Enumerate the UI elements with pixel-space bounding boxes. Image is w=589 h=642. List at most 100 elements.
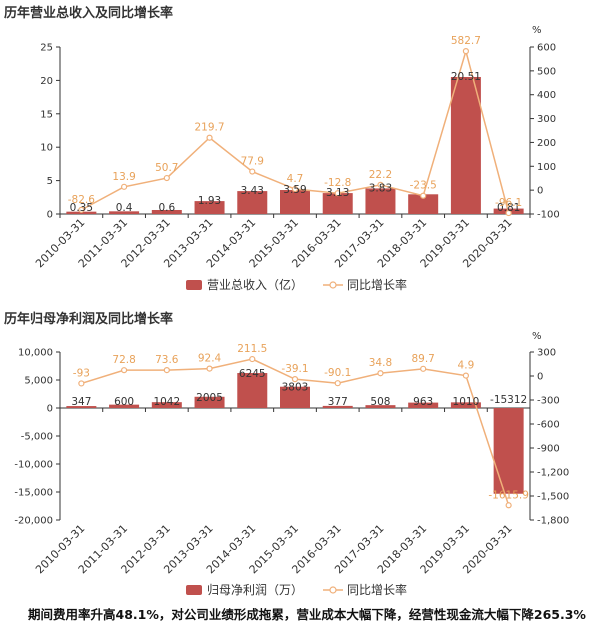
- chart2-left-tick-label: 5,000: [24, 376, 53, 387]
- chart2-growth-value-label: -90.1: [324, 367, 351, 379]
- chart1-growth-point: [334, 190, 341, 197]
- chart2-bar: [66, 406, 97, 408]
- chart1-left-tick-label: 5: [47, 176, 53, 187]
- chart2-growth-value-label: -93: [73, 367, 90, 379]
- chart2-growth-value-label: 34.8: [369, 357, 392, 369]
- chart2-right-tick-label: 300: [537, 348, 556, 359]
- chart1-bar-value-label: 0.4: [116, 202, 133, 214]
- chart1-bar: [151, 209, 182, 214]
- chart2-bar: [280, 386, 310, 408]
- chart2-bar-value-label: 508: [370, 396, 390, 408]
- chart1-bar-value-label: 3.13: [326, 187, 349, 199]
- chart2-growth-value-label: -1615.9: [488, 489, 529, 501]
- chart1-bar-value-label: 3.59: [283, 184, 306, 196]
- chart1-growth-point: [249, 168, 256, 175]
- chart1-left-tick-label: 10: [40, 143, 53, 154]
- chart2-bar-value-label: 600: [114, 396, 134, 408]
- chart1-right-tick-label: 0: [537, 186, 543, 197]
- chart2-right-tick-label: -1,200: [537, 468, 569, 479]
- chart1-bar: [109, 211, 140, 214]
- chart2-growth-point: [505, 502, 512, 509]
- chart1-bar-value-label: 0.35: [70, 202, 93, 214]
- chart1-bar: [322, 193, 353, 214]
- chart2-legend-line-marker: [329, 586, 337, 594]
- chart2-bar-value-label: 6245: [239, 368, 266, 380]
- chart1-bar: [450, 76, 481, 215]
- chart2-bar-value-label: -15312: [490, 394, 527, 406]
- chart2-bar: [450, 402, 481, 408]
- chart1-growth-value-label: 22.2: [369, 169, 392, 181]
- chart1-legend-bar-swatch: [186, 280, 202, 290]
- chart1-growth-point: [377, 181, 384, 188]
- chart1-growth-value-label: 582.7: [451, 35, 481, 47]
- chart1-title: 历年营业总收入及同比增长率: [4, 5, 173, 21]
- chart2-growth-value-label: 72.8: [112, 354, 135, 366]
- chart2-legend-bar-label: 归母净利润（万）: [207, 583, 303, 597]
- chart1-growth-value-label: 4.7: [287, 173, 304, 185]
- chart2-growth-point: [462, 372, 470, 379]
- chart1-growth-point: [420, 192, 427, 199]
- chart2-bar: [151, 402, 182, 408]
- chart2-bar-value-label: 2005: [196, 392, 223, 404]
- chart2-right-tick-label: -600: [537, 420, 560, 431]
- chart2-left-tick-label: -20,000: [14, 516, 53, 527]
- chart2-bar: [408, 402, 439, 408]
- chart2-bar-value-label: 3803: [282, 382, 309, 394]
- chart2-left-tick-label: -15,000: [14, 488, 53, 499]
- chart2-bar: [493, 408, 524, 494]
- chart1-bar-value-label: 20.51: [451, 71, 481, 83]
- chart2-growth-point: [377, 370, 384, 377]
- chart2-right-tick-label: -1,500: [537, 492, 569, 503]
- chart1-growth-value-label: -96.1: [495, 197, 522, 209]
- chart2-growth-point: [163, 367, 170, 374]
- chart1-growth-point: [291, 185, 299, 193]
- chart2-growth-value-label: 211.5: [237, 343, 267, 355]
- chart2-left-tick-label: -5,000: [21, 432, 53, 443]
- chart1-bar-value-label: 0.81: [497, 202, 520, 214]
- chart1-left-tick-label: 15: [40, 109, 53, 120]
- chart2-growth-point: [120, 367, 128, 374]
- chart2-left-tick-label: 0: [47, 404, 53, 415]
- chart2-bar: [194, 396, 225, 408]
- chart1-growth-point: [462, 48, 470, 55]
- chart1-left-tick-label: 20: [40, 76, 53, 87]
- chart1-right-tick-label: 100: [537, 162, 556, 173]
- chart1-growth-value-label: -23.5: [410, 180, 437, 192]
- chart2-growth-value-label: 92.4: [198, 353, 222, 365]
- chart1-bar: [365, 188, 396, 214]
- chart1-right-tick-label: 500: [537, 66, 556, 77]
- chart2-right-tick-label: -300: [537, 396, 560, 407]
- chart1-right-axis-unit: %: [532, 25, 542, 36]
- chart2-bar-value-label: 347: [71, 396, 91, 408]
- chart2-title: 历年归母净利润及同比增长率: [4, 311, 173, 327]
- chart1-growth-value-label: 13.9: [112, 171, 135, 183]
- chart1-bar-value-label: 3.83: [369, 182, 392, 194]
- chart2-bar: [322, 405, 353, 408]
- chart2-bar: [365, 405, 396, 408]
- chart2-bar-value-label: 1042: [153, 396, 180, 408]
- chart1-growth-value-label: 50.7: [155, 162, 178, 174]
- chart2-bar: [237, 373, 268, 408]
- chart2-growth-point: [334, 380, 341, 387]
- chart2-growth-point: [291, 376, 299, 383]
- chart1-growth-point: [206, 134, 213, 141]
- chart1-growth-point: [505, 209, 512, 217]
- chart2-right-tick-label: -1,800: [537, 516, 569, 527]
- chart1-bar: [194, 201, 225, 214]
- chart2-right-axis-unit: %: [532, 331, 542, 342]
- chart1-bar-value-label: 1.93: [198, 195, 221, 207]
- chart1-growth-value-label: 219.7: [195, 122, 225, 134]
- chart2-legend-line-label: 同比增长率: [347, 582, 407, 597]
- summary-caption: 期间费用率升高48.1%，对公司业绩形成拖累，营业成本大幅下降，经营性现金流大幅…: [28, 607, 586, 622]
- chart1-legend-line-marker: [329, 281, 337, 289]
- chart2-bar-value-label: 963: [413, 396, 433, 408]
- chart2-right-tick-label: -900: [537, 444, 560, 455]
- chart2-bar: [109, 404, 140, 408]
- chart1-growth-value-label: 77.9: [241, 156, 264, 168]
- chart2-bar-value-label: 1010: [453, 396, 480, 408]
- chart1-bar: [280, 190, 310, 214]
- chart1-legend-line-label: 同比增长率: [347, 277, 407, 292]
- chart2-growth-value-label: 4.9: [458, 360, 475, 372]
- chart2-left-tick-label: 10,000: [18, 348, 53, 359]
